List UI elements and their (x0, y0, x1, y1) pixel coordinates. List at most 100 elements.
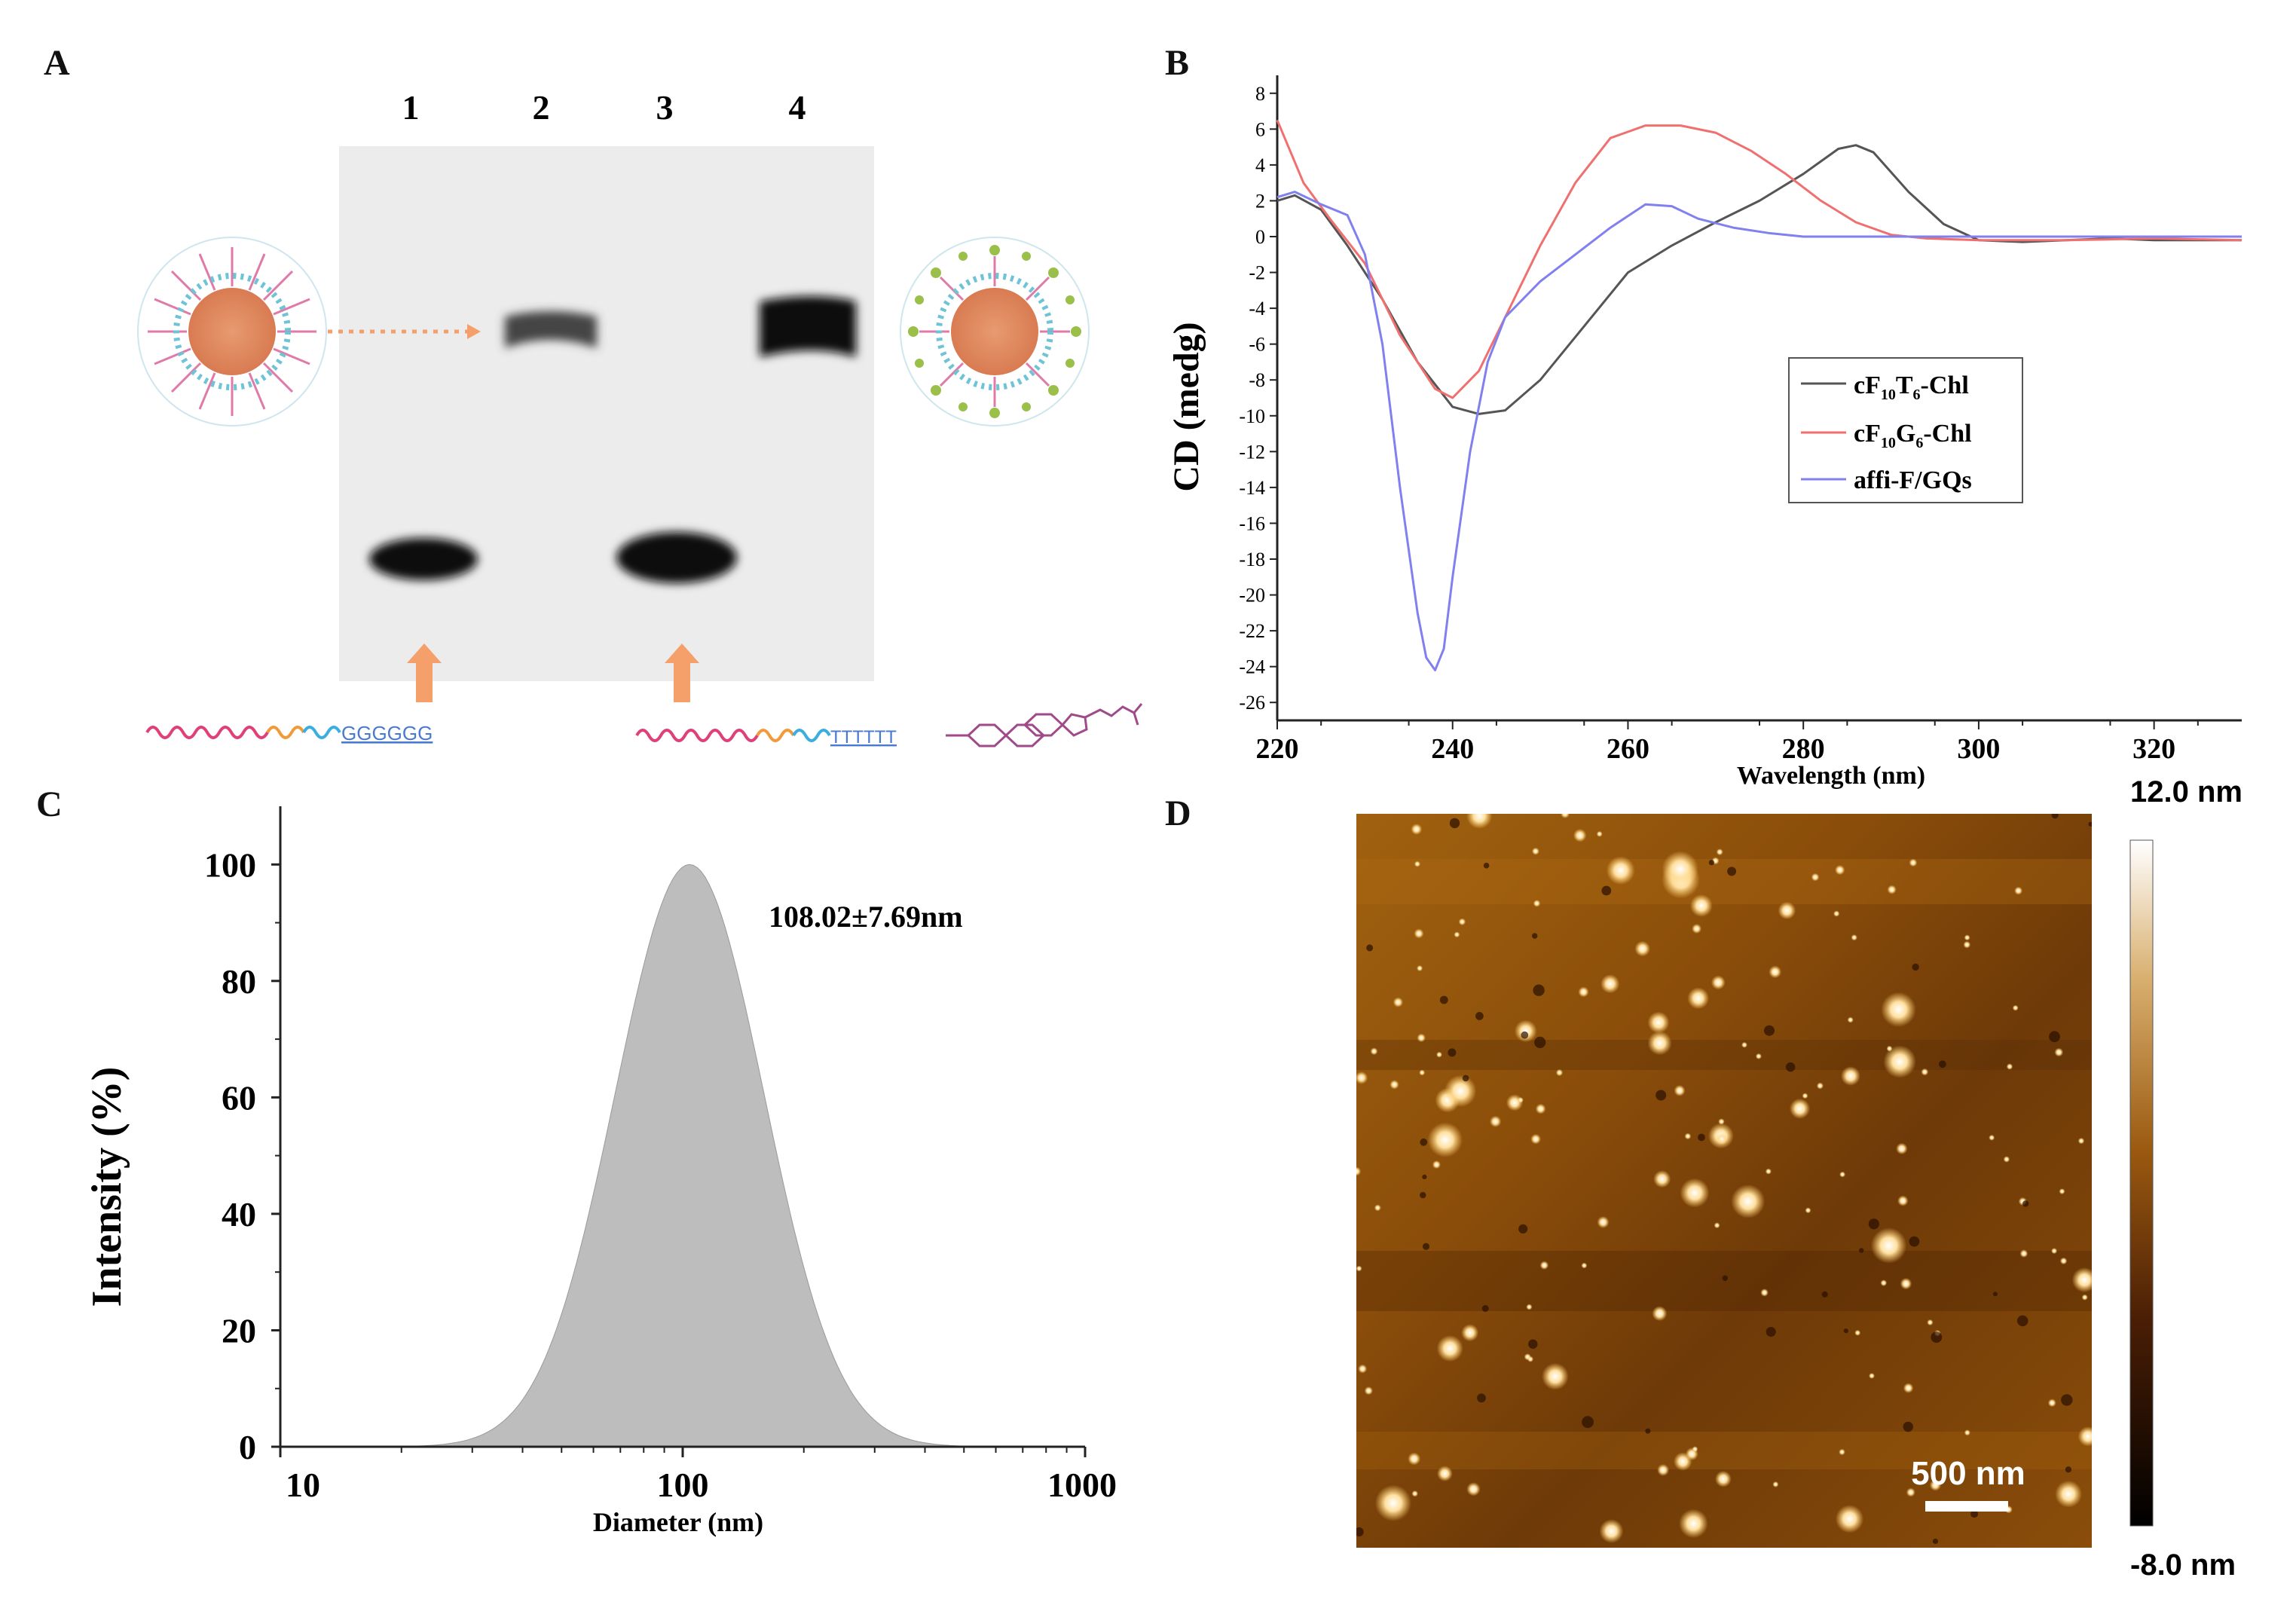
afm-image-panel: 500 nm 12.0 nm -8.0 nm (1356, 775, 2242, 1582)
afm-particle (1900, 1277, 1912, 1290)
cd-y-tick-label: -24 (1239, 656, 1265, 678)
panel-label-a: A (44, 43, 70, 83)
afm-pit (1366, 944, 1374, 952)
gel-figure: 1 2 3 4 (137, 88, 1143, 747)
afm-particle (1653, 1170, 1671, 1188)
lane-number: 3 (656, 88, 674, 127)
afm-particle (1652, 1306, 1668, 1322)
afm-particle (2059, 1257, 2068, 1265)
dls-x-axis-label: Diameter (nm) (593, 1507, 763, 1537)
afm-pit (1448, 1048, 1457, 1057)
afm-pit (1843, 1328, 1848, 1334)
afm-particle (1718, 1118, 1725, 1125)
cd-y-axis-label: CD (medg) (1166, 322, 1206, 491)
colorbar-min-label: -8.0 nm (2130, 1548, 2236, 1582)
afm-particle (1657, 1463, 1670, 1476)
dls-x-tick-label: 1000 (1047, 1466, 1117, 1504)
afm-pit (1970, 1510, 1979, 1518)
cd-y-tick-label: -26 (1239, 692, 1265, 714)
afm-pit (1903, 1421, 1913, 1432)
afm-pit (1601, 885, 1612, 896)
afm-particle (2081, 1294, 2088, 1301)
afm-particle (1419, 1069, 1426, 1076)
cd-x-tick-label: 320 (2132, 733, 2175, 765)
micelle-left (137, 237, 327, 426)
afm-particle (1835, 1505, 1864, 1533)
afm-particle (1370, 1047, 1378, 1056)
afm-pit (2022, 1200, 2029, 1207)
afm-particle (1674, 1452, 1692, 1471)
afm-particle (1444, 1075, 1477, 1108)
afm-particle (1769, 965, 1782, 979)
afm-particle (2071, 1267, 2092, 1293)
afm-particle (1514, 1020, 1537, 1043)
afm-pit (1533, 984, 1545, 996)
cd-x-tick-label: 220 (1256, 733, 1299, 765)
afm-particle (1835, 864, 1845, 876)
afm-particle (1356, 1265, 1362, 1272)
cd-x-tick-label: 240 (1431, 733, 1474, 765)
dls-y-tick-label: 80 (222, 962, 256, 1001)
afm-pit (1764, 1025, 1775, 1036)
afm-particle (1778, 901, 1796, 920)
afm-pit (1532, 933, 1538, 939)
afm-particle (1963, 940, 1971, 949)
afm-pit (2049, 1031, 2060, 1043)
afm-particle (1765, 1168, 1772, 1175)
afm-particle (1647, 1011, 1670, 1034)
cd-y-tick-label: 8 (1255, 83, 1265, 105)
afm-particle (1531, 847, 1539, 855)
sequence-right: TTTTTT (635, 703, 1143, 747)
cholesterol-structure (966, 703, 1143, 747)
gel-band-lane1 (369, 538, 478, 580)
afm-particle (1964, 934, 1970, 941)
afm-particle (1989, 1134, 1995, 1141)
afm-particle (2047, 1399, 2056, 1408)
afm-particle (1903, 1383, 1914, 1393)
afm-particle (1716, 1133, 1728, 1145)
afm-particle (1692, 1446, 1698, 1453)
legend-label-t6: cF10T6-Chl (1854, 371, 1969, 403)
dls-distribution-area (351, 864, 1047, 1448)
afm-particle (1964, 1429, 1970, 1436)
afm-pit (1477, 1393, 1486, 1403)
afm-pit (1483, 862, 1490, 869)
afm-particle (1542, 1362, 1569, 1390)
afm-pit (1868, 1218, 1879, 1230)
cd-x-tick-label: 260 (1607, 733, 1649, 765)
afm-particle (1684, 1133, 1692, 1140)
cd-series-affi (1276, 191, 2242, 671)
afm-pit (1656, 1090, 1667, 1101)
cd-x-tick-label: 300 (1957, 733, 2000, 765)
afm-particle (1929, 1479, 1941, 1491)
afm-particle (1408, 1452, 1421, 1466)
afm-particle (2019, 1249, 2028, 1258)
afm-particle (1880, 1279, 1888, 1286)
afm-particle (1374, 1484, 1411, 1521)
gel-band-lane3 (616, 532, 737, 583)
afm-pit (1722, 1275, 1728, 1281)
afm-particle (1731, 1184, 1766, 1218)
afm-pit (2088, 821, 2092, 827)
afm-particle (1715, 1470, 1732, 1487)
afm-particle (1599, 1519, 1624, 1543)
scale-bar (1925, 1501, 2008, 1512)
afm-particle (1466, 1482, 1481, 1496)
afm-particle (1851, 934, 1857, 941)
afm-particle (1390, 1080, 1399, 1090)
dls-x-tick-label: 10 (286, 1466, 320, 1504)
afm-particle (1461, 1324, 1479, 1342)
afm-particle (1524, 1353, 1531, 1361)
afm-particle (1755, 1053, 1762, 1059)
afm-pit (1475, 1012, 1484, 1020)
afm-particle (1634, 940, 1650, 957)
sequence-left-tail: GGGGGG (341, 722, 433, 744)
cd-y-tick-label: -2 (1249, 262, 1265, 284)
afm-particle (1909, 858, 1918, 867)
afm-particle (1689, 894, 1713, 917)
colorbar-max-label: 12.0 nm (2130, 775, 2242, 809)
afm-particle (1870, 1227, 1907, 1264)
dls-y-tick-label: 20 (222, 1311, 256, 1350)
afm-particle (1760, 1289, 1769, 1297)
panel-label-d: D (1165, 793, 1191, 833)
